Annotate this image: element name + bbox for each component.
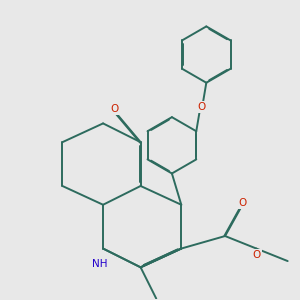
- Text: O: O: [110, 104, 118, 114]
- Text: O: O: [197, 102, 206, 112]
- Text: O: O: [253, 250, 261, 260]
- Text: O: O: [238, 198, 246, 208]
- Text: NH: NH: [92, 259, 108, 269]
